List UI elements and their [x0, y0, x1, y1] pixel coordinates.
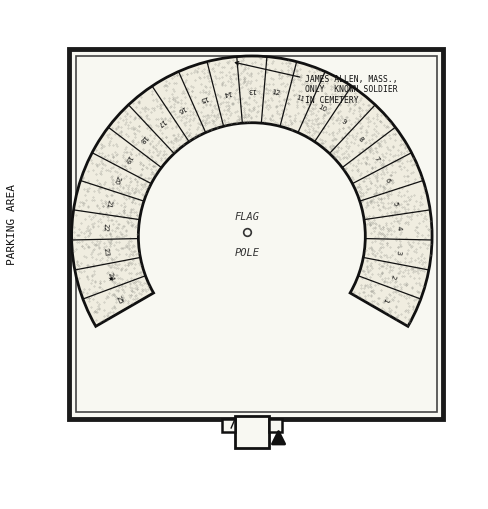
Text: 21: 21 [105, 199, 113, 208]
Text: 19: 19 [122, 153, 133, 163]
Bar [235, 416, 268, 448]
Text: 6: 6 [383, 177, 390, 183]
Wedge shape [71, 57, 431, 327]
Text: 7: 7 [371, 155, 379, 162]
Text: 23: 23 [102, 247, 109, 257]
Text: 25: 25 [114, 294, 123, 304]
Text: 20: 20 [112, 175, 121, 185]
Bar [222, 419, 235, 432]
Text: 5: 5 [390, 201, 397, 206]
Text: ★: ★ [107, 275, 113, 281]
Text: 10: 10 [317, 103, 327, 113]
Text: 1: 1 [380, 296, 387, 302]
Text: 9: 9 [339, 118, 346, 126]
Text: 3: 3 [394, 249, 400, 254]
Text: 16: 16 [175, 103, 186, 113]
Text: PARKING AREA: PARKING AREA [7, 184, 17, 264]
Text: 18: 18 [137, 133, 148, 144]
Text: 13: 13 [247, 87, 256, 93]
Text: 22: 22 [102, 223, 108, 232]
Text: 8: 8 [357, 135, 364, 143]
Text: POLE: POLE [234, 247, 259, 257]
Text: FLAG: FLAG [234, 212, 259, 222]
Text: 4: 4 [394, 225, 401, 230]
Bar [69, 50, 442, 419]
Text: 17: 17 [155, 117, 165, 127]
Bar [76, 57, 436, 412]
Text: 12: 12 [271, 89, 281, 96]
Text: 24: 24 [106, 271, 114, 281]
Text: 11: 11 [294, 94, 305, 103]
Text: JAMES ALLEN, MASS.,
ONLY  KNOWN SOLDIER
IN CEMETERY: JAMES ALLEN, MASS., ONLY KNOWN SOLDIER I… [235, 63, 397, 104]
Text: 15: 15 [198, 94, 208, 103]
Text: 2: 2 [389, 273, 396, 279]
Bar [268, 419, 281, 432]
Text: 14: 14 [222, 89, 232, 96]
